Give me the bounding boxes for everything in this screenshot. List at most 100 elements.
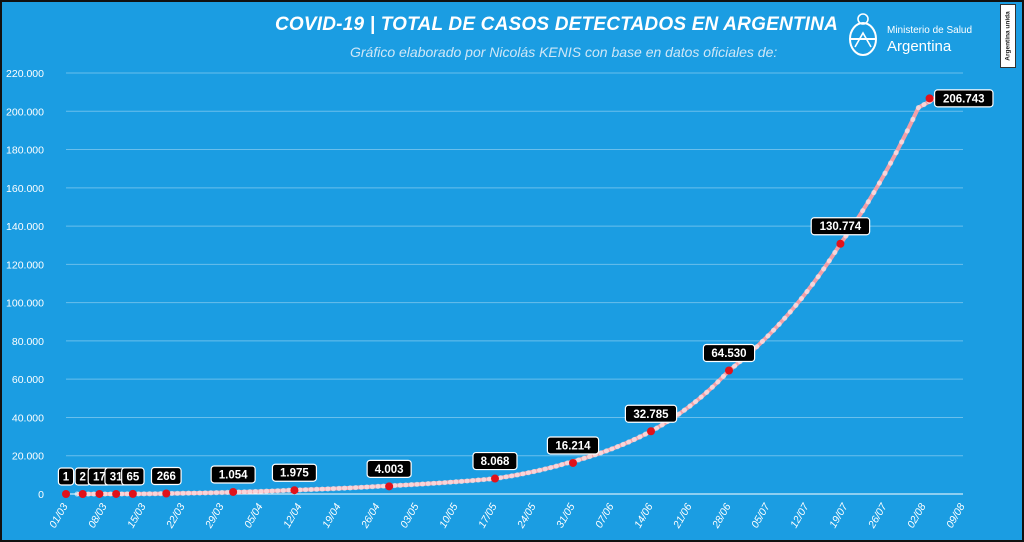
data-labels: 1 2 17 31 65 266 1.054 1.975 4.003 8.068 16.214 32.… (57, 89, 994, 486)
daily-point (141, 491, 147, 497)
daily-point (353, 484, 359, 491)
daily-point (325, 486, 331, 492)
data-label: 65 (126, 471, 139, 483)
daily-point (107, 491, 114, 497)
daily-point (525, 470, 532, 476)
daily-point (692, 399, 699, 405)
data-label: 266 (157, 471, 176, 483)
daily-point (453, 479, 459, 485)
daily-point (185, 490, 192, 496)
data-label-box (57, 467, 75, 486)
daily-point (341, 485, 348, 491)
daily-point (553, 463, 559, 469)
daily-point (414, 481, 420, 487)
daily-point (503, 474, 509, 480)
daily-point (392, 482, 398, 489)
x-tick-label: 22/03 (164, 501, 188, 531)
daily-point (208, 490, 214, 496)
highlight-marker (491, 474, 499, 483)
daily-point (347, 485, 353, 491)
daily-point (158, 491, 164, 497)
daily-point (380, 483, 387, 489)
x-tick-label: 09/08 (944, 501, 968, 530)
daily-point (882, 170, 888, 176)
x-tick-label: 19/07 (827, 500, 851, 530)
x-tick-label: 02/08 (905, 501, 929, 530)
daily-point (85, 491, 91, 497)
daily-point (297, 487, 303, 493)
daily-point (252, 488, 259, 495)
daily-point (74, 491, 80, 497)
daily-point (809, 281, 816, 287)
y-tick-label: 0 (38, 489, 44, 501)
daily-point (180, 490, 186, 496)
daily-point (860, 208, 866, 214)
daily-point (280, 487, 286, 494)
daily-point (754, 344, 760, 350)
highlight-marker (569, 458, 577, 467)
logo-ministry-label: Ministerio de Salud (887, 25, 973, 36)
y-tick-label: 160.000 (6, 183, 44, 195)
daily-point (564, 460, 571, 466)
daily-point (403, 482, 409, 488)
daily-point (442, 479, 448, 486)
daily-point (782, 315, 788, 321)
x-tick-label: 01/03 (47, 501, 71, 530)
series-line (74, 95, 938, 497)
daily-point (308, 486, 314, 493)
daily-point (286, 487, 292, 493)
daily-point (258, 488, 264, 494)
daily-point (921, 101, 927, 108)
data-label-box (546, 436, 600, 455)
daily-point (614, 444, 621, 450)
x-tick-label: 31/05 (554, 501, 578, 530)
daily-point (787, 309, 793, 315)
data-label-box (933, 89, 994, 108)
data-label-box (210, 465, 256, 484)
daily-point (314, 486, 320, 492)
daily-point (531, 468, 537, 475)
y-tick-label: 200.000 (6, 106, 44, 118)
data-label: 16.214 (555, 440, 591, 452)
data-label: 1.975 (280, 468, 309, 480)
y-tick-label: 80.000 (12, 336, 44, 348)
data-label: 2 (80, 471, 86, 483)
daily-point (893, 150, 899, 156)
x-tick-label: 03/05 (398, 501, 422, 530)
daily-point (213, 490, 220, 496)
x-tick-label: 29/03 (203, 501, 227, 531)
y-axis: 0 20.000 40.000 60.000 80.000 100.000 120.000 1… (6, 68, 44, 501)
data-label: 31 (110, 471, 123, 483)
daily-point (770, 327, 777, 333)
daily-point (542, 466, 548, 472)
daily-point (587, 453, 593, 460)
data-label-box (271, 463, 318, 482)
daily-point (821, 266, 827, 272)
highlight-marker (925, 94, 934, 103)
daily-point (631, 436, 637, 443)
daily-point (464, 478, 470, 484)
x-tick-label: 05/07 (749, 500, 773, 530)
daily-point (146, 491, 153, 497)
coat-of-arms-icon (849, 13, 877, 56)
highlight-marker (385, 482, 394, 491)
highlight-marker (290, 486, 299, 495)
daily-point (431, 480, 437, 486)
daily-point (364, 484, 370, 490)
daily-point (514, 472, 520, 478)
chart-subtitle: Gráfico elaborado por Nicolás KENIS con … (350, 44, 778, 60)
x-axis: 01/03 08/03 15/03 22/03 29/03 05/04 12/04 19/04… (47, 493, 968, 531)
daily-point (330, 486, 337, 492)
gridlines (66, 72, 963, 495)
data-label: 32.785 (633, 409, 669, 421)
data-label: 17 (93, 471, 106, 483)
daily-point (470, 477, 476, 484)
daily-point (887, 160, 894, 166)
daily-point (620, 441, 626, 447)
daily-point (776, 321, 782, 327)
ministry-logo: Ministerio de Salud Argentina (845, 11, 985, 67)
y-tick-label: 60.000 (12, 374, 44, 386)
daily-point (202, 490, 208, 496)
data-label-box (472, 451, 518, 471)
daily-point (481, 476, 487, 483)
